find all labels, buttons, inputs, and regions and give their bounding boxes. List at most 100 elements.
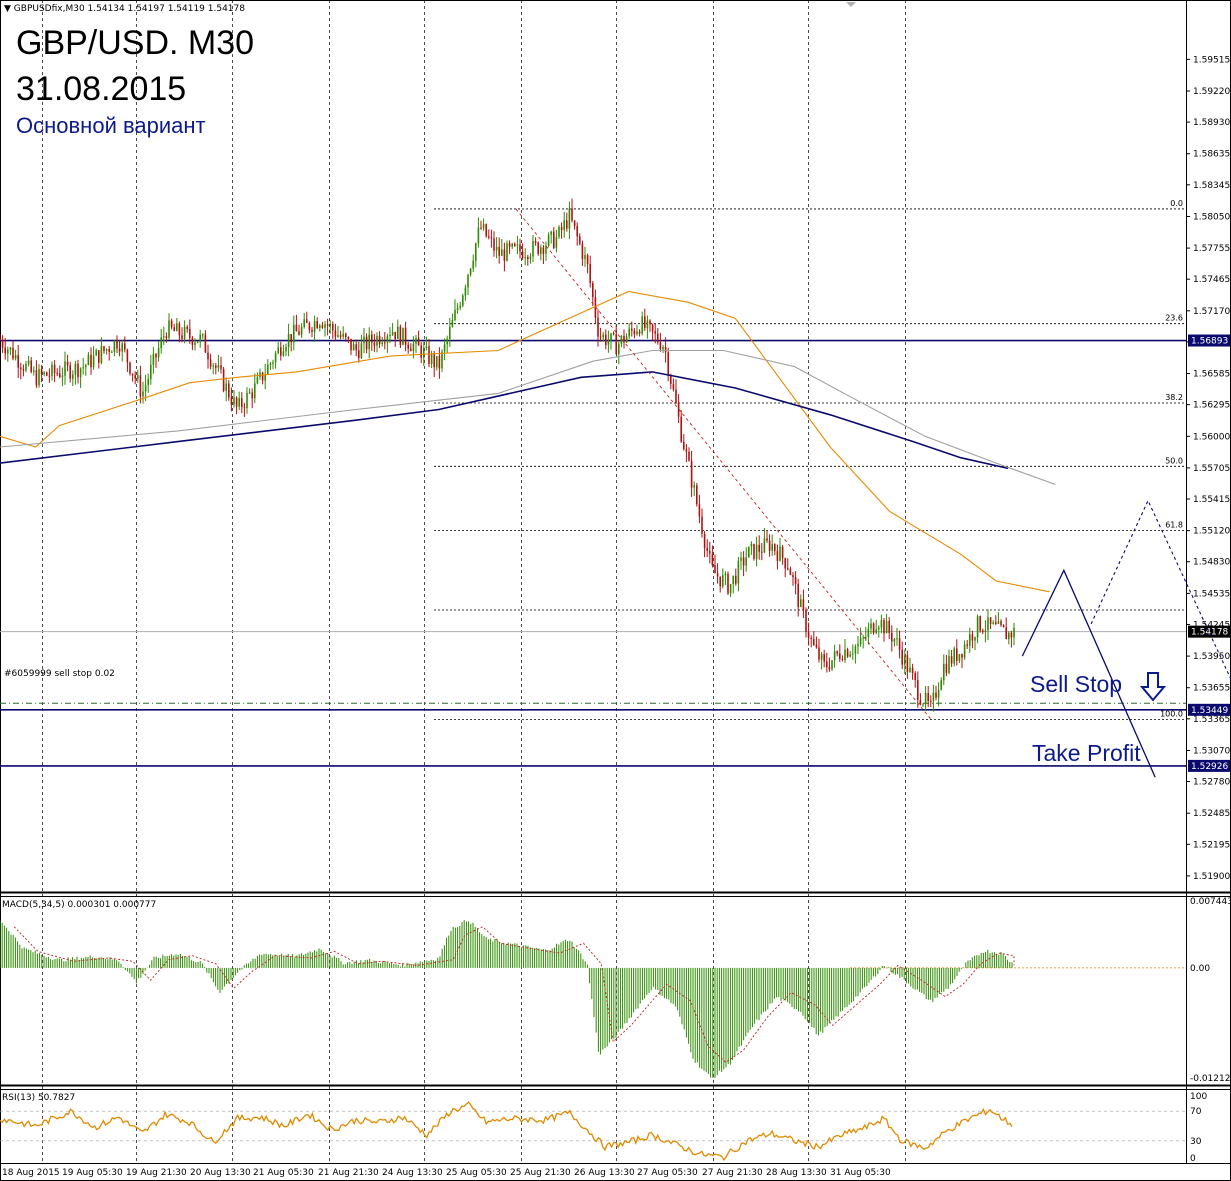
candle-body	[909, 667, 911, 672]
candle-body	[919, 699, 922, 705]
candle-body	[537, 242, 539, 254]
candle-body	[126, 349, 129, 363]
candle-body	[753, 543, 755, 559]
candle-body	[737, 560, 740, 584]
candle-body	[441, 351, 443, 369]
dropdown-triangle-icon[interactable]: ▼	[4, 4, 11, 14]
candle-body	[170, 320, 173, 328]
candle-body	[750, 543, 753, 547]
candle-body	[373, 342, 376, 346]
candle-body	[971, 634, 974, 641]
candle-body	[789, 568, 792, 576]
candle-body	[204, 334, 207, 353]
candle-body	[667, 352, 669, 376]
candle-body	[160, 337, 162, 349]
candle-body	[969, 634, 971, 646]
candle-body	[316, 321, 318, 329]
candle-body	[914, 672, 916, 680]
candle-body	[371, 334, 373, 343]
candle-body	[857, 644, 859, 647]
candle-body	[303, 319, 305, 328]
candle-body	[209, 359, 212, 367]
candle-body	[846, 649, 849, 657]
candle-body	[800, 599, 802, 607]
candle-body	[404, 327, 407, 345]
candle-body	[649, 320, 651, 325]
candle-body	[352, 344, 355, 351]
candle-body	[48, 375, 51, 377]
candle-body	[105, 349, 108, 351]
candle-body	[300, 327, 303, 335]
candle-body	[690, 460, 693, 488]
candle-body	[771, 544, 773, 551]
candle-body	[573, 220, 576, 226]
candle-body	[784, 558, 786, 569]
candle-body	[742, 557, 745, 566]
candle-body	[547, 234, 550, 246]
candle-body	[646, 320, 649, 329]
candle-body	[657, 333, 659, 343]
candle-body	[833, 651, 836, 661]
candle-body	[553, 231, 555, 248]
candle-body	[33, 370, 35, 372]
candle-body	[831, 660, 833, 670]
candle-body	[339, 335, 342, 337]
rsi-y-label: 70	[1190, 1107, 1202, 1117]
candle-body	[761, 551, 763, 553]
candle-body	[706, 547, 708, 551]
candle-body	[662, 346, 664, 350]
candle-body	[844, 649, 846, 660]
candle-body	[79, 368, 82, 378]
price-tag-label: 1.54178	[1191, 628, 1228, 638]
candle-body	[308, 322, 311, 330]
candle-body	[69, 365, 71, 379]
fib-level-label: 38.2	[1165, 393, 1183, 402]
y-tick-label: 1.54245	[1193, 620, 1230, 630]
candle-body	[277, 347, 279, 354]
chart-subtitle: Основной вариант	[16, 113, 206, 138]
candle-body	[241, 398, 243, 408]
candle-body	[199, 334, 201, 342]
candle-body	[183, 326, 186, 340]
candle-body	[932, 692, 935, 702]
candle-body	[693, 485, 695, 488]
candle-body	[386, 336, 389, 343]
rsi-y-label: 0	[1190, 1154, 1196, 1164]
candle-body	[412, 343, 415, 351]
candle-body	[527, 256, 529, 260]
candle-body	[360, 343, 363, 359]
price-tag: 1.52926	[1188, 759, 1230, 772]
price-tag: 1.53449	[1188, 703, 1230, 716]
candle-body	[758, 544, 760, 552]
candle-body	[672, 383, 675, 390]
candle-body	[514, 243, 516, 246]
candle-body	[131, 373, 134, 376]
candle-body	[66, 361, 69, 366]
candle-body	[610, 333, 612, 341]
candle-body	[306, 319, 308, 323]
chart-date: 31.08.2015	[16, 70, 187, 108]
candle-body	[425, 346, 428, 349]
candle-body	[545, 245, 547, 254]
candle-body	[854, 646, 857, 654]
candle-body	[20, 367, 22, 370]
candle-body	[592, 283, 594, 298]
candle-body	[217, 365, 220, 368]
candle-body	[235, 397, 238, 407]
candle-body	[261, 372, 264, 381]
candle-body	[233, 397, 235, 405]
candle-body	[927, 693, 929, 702]
candle-body	[9, 347, 12, 350]
candle-body	[228, 383, 230, 398]
candle-body	[46, 372, 48, 376]
candle-body	[727, 573, 729, 594]
candle-body	[867, 628, 870, 638]
candle-body	[87, 354, 90, 366]
candle-body	[251, 392, 253, 399]
y-tick-label: 1.56295	[1193, 401, 1230, 411]
candle-body	[766, 538, 768, 541]
x-tick-label: 19 Aug 21:30	[126, 1168, 187, 1178]
x-tick-label: 27 Aug 05:30	[637, 1168, 698, 1178]
candle-body	[459, 305, 461, 308]
candle-body	[722, 575, 724, 587]
